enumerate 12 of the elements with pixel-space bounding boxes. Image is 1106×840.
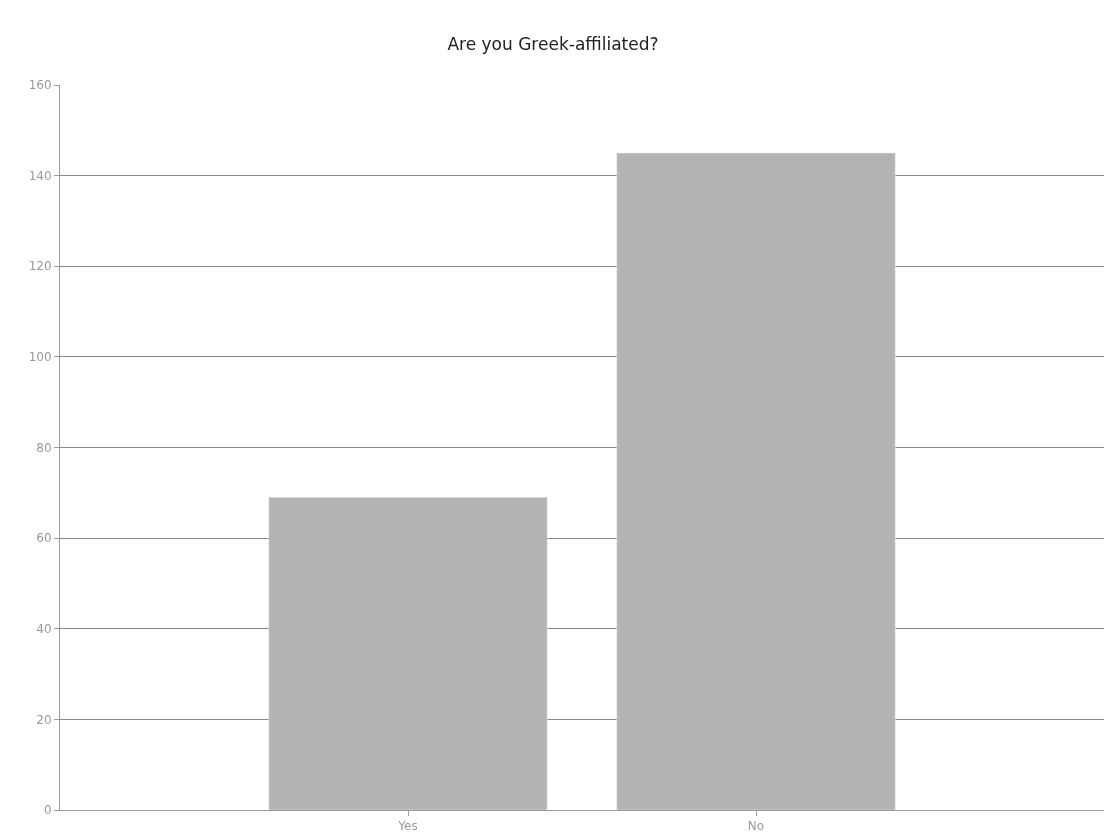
x-tick-label: No (747, 819, 765, 834)
y-tick-label: 120 (28, 259, 52, 274)
y-tick-label: 40 (36, 621, 52, 636)
chart-title: Are you Greek-affiliated? (447, 33, 659, 54)
y-tick-label: 160 (28, 78, 52, 93)
y-tick-label: 140 (28, 168, 52, 183)
y-tick-label: 20 (36, 712, 52, 727)
y-tick-label: 0 (43, 803, 52, 818)
y-tick-label: 100 (28, 350, 52, 365)
y-tick-label: 80 (36, 440, 52, 455)
x-tick-label: Yes (397, 819, 418, 834)
y-tick-label: 60 (36, 531, 52, 546)
